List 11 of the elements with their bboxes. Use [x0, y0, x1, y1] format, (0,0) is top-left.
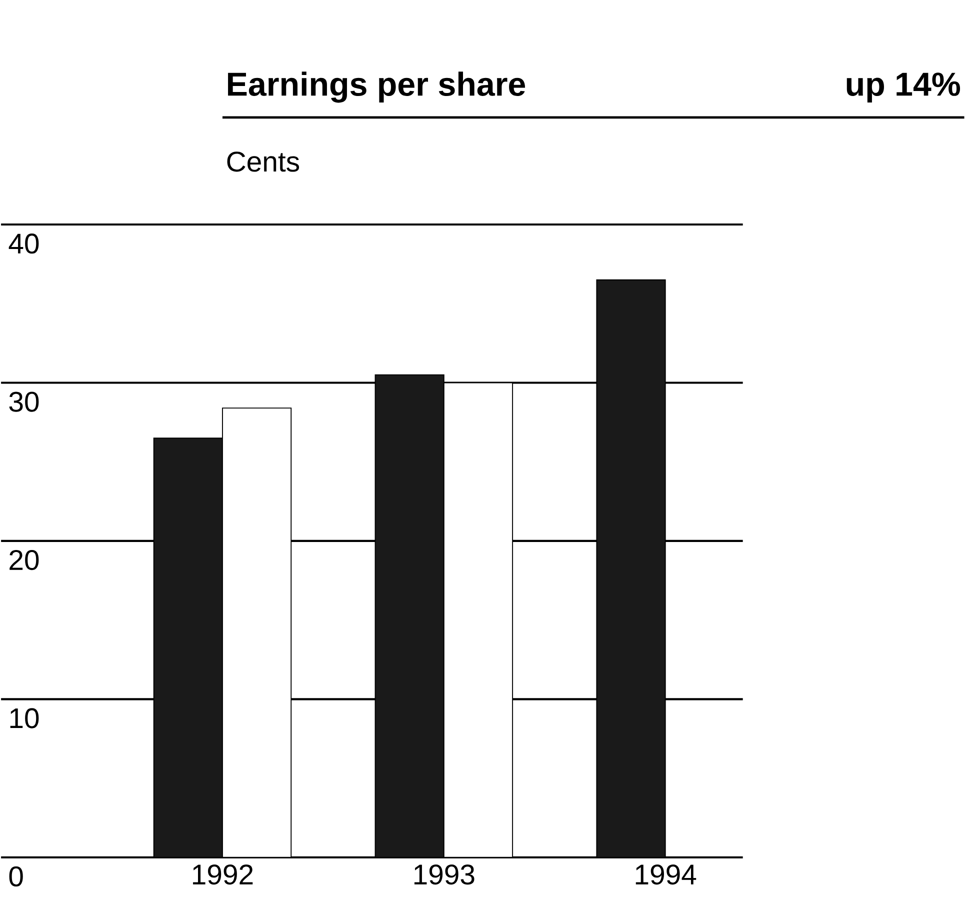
x-tick-label: 1992 [193, 864, 253, 885]
y-tick-label: 30 [9, 392, 39, 412]
y-tick-label: 40 [8, 234, 39, 254]
y-tick-label: 20 [10, 550, 39, 570]
y-axis-title: Cents [227, 152, 300, 172]
y-tick-label: 0 [9, 866, 23, 887]
x-tick-label: 1994 [636, 864, 696, 885]
x-tick-label: 1993 [414, 864, 474, 885]
y-tick-label: 10 [10, 708, 39, 728]
chart-title: Earnings per share [228, 72, 526, 103]
text: up 14% [846, 72, 960, 103]
